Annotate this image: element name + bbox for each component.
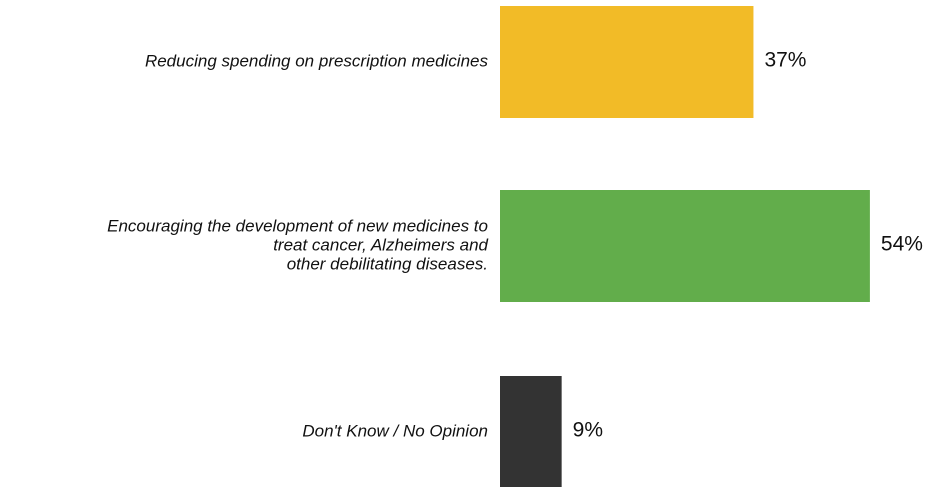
category-label-line: Don't Know / No Opinion xyxy=(302,421,488,440)
category-label-1: Encouraging the development of new medic… xyxy=(107,216,488,273)
category-label-0: Reducing spending on prescription medici… xyxy=(145,51,489,70)
category-label-line: other debilitating diseases. xyxy=(287,254,488,273)
value-label-2: 9% xyxy=(573,419,603,442)
bar-0 xyxy=(500,6,754,118)
category-label-line: Encouraging the development of new medic… xyxy=(107,216,488,235)
value-label-0: 37% xyxy=(764,49,806,72)
bar-2 xyxy=(500,376,562,487)
category-label-2: Don't Know / No Opinion xyxy=(302,421,488,440)
category-label-line: Reducing spending on prescription medici… xyxy=(145,51,489,70)
category-label-line: treat cancer, Alzheimers and xyxy=(273,235,488,254)
value-label-1: 54% xyxy=(881,233,923,256)
bar-1 xyxy=(500,190,870,302)
